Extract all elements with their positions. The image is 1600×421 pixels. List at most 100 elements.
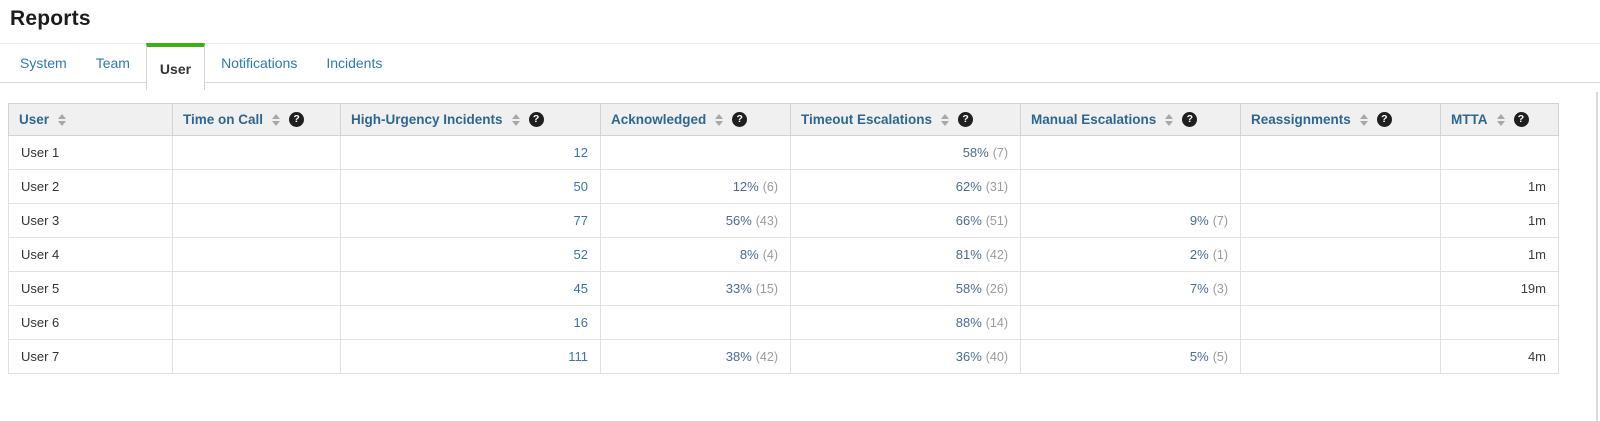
- cell-high-urgency-incidents: 16: [340, 305, 601, 340]
- cell-time-on-call: [172, 237, 341, 272]
- cell-reassignments: [1240, 135, 1441, 170]
- sort-icon[interactable]: [1359, 113, 1368, 126]
- vertical-scrollbar[interactable]: [1596, 92, 1598, 421]
- help-icon[interactable]: ?: [528, 112, 544, 127]
- column-label: Manual Escalations: [1031, 112, 1157, 127]
- cell-manual-escalations: 5% (5): [1020, 339, 1241, 374]
- cell-mtta: 1m: [1440, 203, 1559, 238]
- sort-icon[interactable]: [58, 113, 67, 126]
- cell-acknowledged: 12% (6): [600, 169, 791, 204]
- tab-notifications[interactable]: Notifications: [221, 55, 298, 71]
- cell-manual-escalations: [1020, 169, 1241, 204]
- count-note: (7): [992, 146, 1008, 160]
- percentage-value[interactable]: 5%: [1189, 349, 1209, 364]
- tab-user[interactable]: User: [145, 43, 206, 90]
- cell-mtta: 4m: [1440, 339, 1559, 374]
- incident-count-link[interactable]: 77: [573, 213, 588, 228]
- percentage-value[interactable]: 9%: [1189, 213, 1209, 228]
- column-label: Reassignments: [1251, 112, 1351, 127]
- help-icon[interactable]: ?: [1182, 112, 1198, 127]
- cell-user: User 2: [8, 169, 173, 204]
- count-note: (31): [985, 180, 1008, 194]
- value-text: 4m: [1527, 349, 1546, 364]
- cell-manual-escalations: 2% (1): [1020, 237, 1241, 272]
- percentage-value[interactable]: 38%: [725, 349, 752, 364]
- incident-count-link[interactable]: 12: [573, 145, 588, 160]
- cell-timeout-escalations: 81% (42): [790, 237, 1021, 272]
- help-icon[interactable]: ?: [289, 112, 305, 127]
- help-icon[interactable]: ?: [1513, 112, 1529, 127]
- cell-high-urgency-incidents: 111: [340, 339, 601, 374]
- sort-icon[interactable]: [1165, 113, 1174, 126]
- cell-reassignments: [1240, 271, 1441, 306]
- cell-reassignments: [1240, 305, 1441, 340]
- user-name: User 2: [21, 179, 60, 194]
- help-icon[interactable]: ?: [1376, 112, 1392, 127]
- percentage-value[interactable]: 62%: [955, 179, 982, 194]
- table-row: User 4 52 8% (4) 81% (42) 2% (1) 1m: [8, 237, 1559, 272]
- column-header-acknowledged[interactable]: Acknowledged?: [600, 103, 791, 136]
- cell-time-on-call: [172, 305, 341, 340]
- table-row: User 5 45 33% (15) 58% (26) 7% (3) 19m: [8, 271, 1559, 306]
- table-row: User 3 77 56% (43) 66% (51) 9% (7) 1m: [8, 203, 1559, 238]
- sort-icon[interactable]: [511, 113, 520, 126]
- percentage-value[interactable]: 33%: [725, 281, 752, 296]
- count-note: (6): [762, 180, 778, 194]
- sort-icon[interactable]: [272, 113, 281, 126]
- incident-count-link[interactable]: 16: [573, 315, 588, 330]
- column-header-user[interactable]: User: [8, 103, 173, 136]
- count-note: (42): [985, 248, 1008, 262]
- cell-reassignments: [1240, 339, 1441, 374]
- percentage-value[interactable]: 81%: [955, 247, 982, 262]
- count-note: (42): [755, 350, 778, 364]
- cell-high-urgency-incidents: 12: [340, 135, 601, 170]
- cell-time-on-call: [172, 203, 341, 238]
- cell-time-on-call: [172, 271, 341, 306]
- sort-icon[interactable]: [715, 113, 724, 126]
- cell-user: User 4: [8, 237, 173, 272]
- incident-count-link[interactable]: 111: [568, 349, 588, 364]
- incident-count-link[interactable]: 52: [573, 247, 588, 262]
- user-name: User 6: [21, 315, 60, 330]
- cell-time-on-call: [172, 339, 341, 374]
- percentage-value[interactable]: 66%: [955, 213, 982, 228]
- tab-incidents[interactable]: Incidents: [326, 55, 383, 71]
- column-header-high-urgency-incidents[interactable]: High-Urgency Incidents?: [340, 103, 601, 136]
- incident-count-link[interactable]: 45: [573, 281, 588, 296]
- percentage-value[interactable]: 36%: [955, 349, 982, 364]
- column-label: Time on Call: [183, 112, 264, 127]
- user-name: User 1: [21, 145, 60, 160]
- incident-count-link[interactable]: 50: [573, 179, 588, 194]
- percentage-value[interactable]: 7%: [1189, 281, 1209, 296]
- cell-mtta: [1440, 305, 1559, 340]
- cell-manual-escalations: 7% (3): [1020, 271, 1241, 306]
- sort-icon[interactable]: [1496, 113, 1505, 126]
- column-header-reassignments[interactable]: Reassignments?: [1240, 103, 1441, 136]
- column-header-timeout-escalations[interactable]: Timeout Escalations?: [790, 103, 1021, 136]
- user-name: User 3: [21, 213, 60, 228]
- sort-icon[interactable]: [941, 113, 950, 126]
- cell-mtta: 19m: [1440, 271, 1559, 306]
- percentage-value[interactable]: 88%: [955, 315, 982, 330]
- count-note: (43): [755, 214, 778, 228]
- percentage-value[interactable]: 56%: [725, 213, 752, 228]
- percentage-value[interactable]: 8%: [739, 247, 759, 262]
- column-header-manual-escalations[interactable]: Manual Escalations?: [1020, 103, 1241, 136]
- tab-team[interactable]: Team: [95, 55, 130, 71]
- user-report-table: User Time on Call? High-Urgency Incidents?…: [8, 103, 1559, 374]
- user-name: User 4: [21, 247, 60, 262]
- percentage-value[interactable]: 58%: [955, 281, 982, 296]
- cell-acknowledged: 8% (4): [600, 237, 791, 272]
- help-icon[interactable]: ?: [958, 112, 974, 127]
- count-note: (51): [985, 214, 1008, 228]
- column-header-mtta[interactable]: MTTA?: [1440, 103, 1559, 136]
- percentage-value[interactable]: 58%: [962, 145, 989, 160]
- cell-timeout-escalations: 88% (14): [790, 305, 1021, 340]
- percentage-value[interactable]: 12%: [732, 179, 759, 194]
- percentage-value[interactable]: 2%: [1189, 247, 1209, 262]
- column-header-time-on-call[interactable]: Time on Call?: [172, 103, 341, 136]
- count-note: (7): [1212, 214, 1228, 228]
- help-icon[interactable]: ?: [732, 112, 748, 127]
- tab-system[interactable]: System: [20, 55, 67, 71]
- value-text: 1m: [1527, 179, 1546, 194]
